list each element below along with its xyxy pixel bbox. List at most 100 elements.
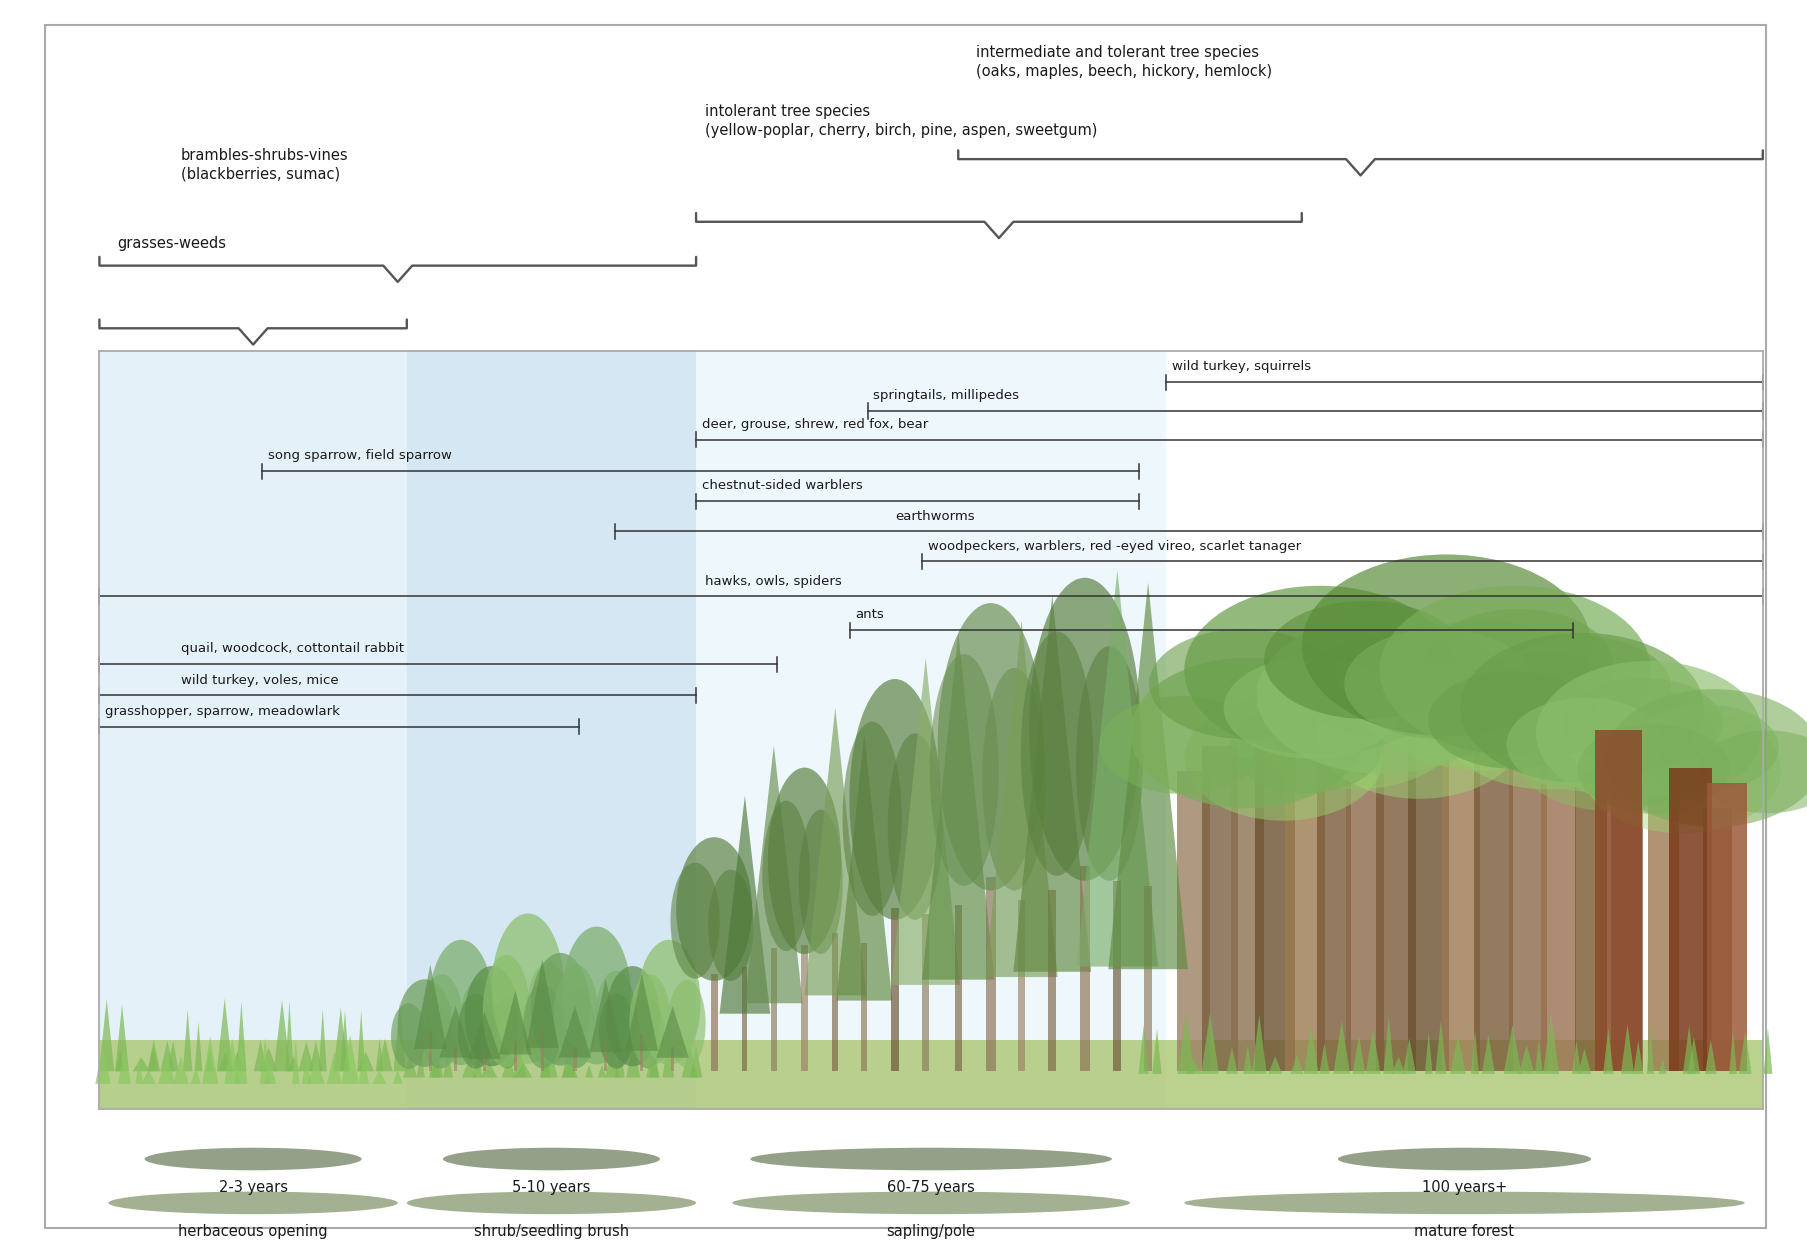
- Polygon shape: [183, 1010, 192, 1071]
- Ellipse shape: [407, 1192, 696, 1214]
- FancyBboxPatch shape: [45, 25, 1765, 1228]
- Ellipse shape: [492, 913, 564, 1064]
- Text: woodpeckers, warblers, red -eyed vireo, scarlet tanager: woodpeckers, warblers, red -eyed vireo, …: [927, 540, 1299, 553]
- Ellipse shape: [1364, 664, 1529, 758]
- Text: ants: ants: [855, 609, 884, 621]
- Ellipse shape: [708, 870, 754, 981]
- Ellipse shape: [1028, 578, 1140, 881]
- Polygon shape: [260, 1048, 278, 1071]
- Bar: [710, 974, 717, 1071]
- Polygon shape: [1503, 1025, 1521, 1074]
- Text: wild turkey, voles, mice: wild turkey, voles, mice: [181, 674, 338, 687]
- Text: hawks, owls, spiders: hawks, owls, spiders: [705, 575, 842, 588]
- Polygon shape: [264, 1063, 276, 1084]
- Ellipse shape: [1247, 652, 1464, 789]
- Ellipse shape: [768, 768, 840, 954]
- Bar: [1317, 746, 1352, 1071]
- Ellipse shape: [398, 979, 452, 1066]
- Polygon shape: [1471, 1030, 1478, 1074]
- Polygon shape: [690, 1048, 701, 1078]
- Polygon shape: [625, 974, 658, 1051]
- Bar: [1574, 771, 1606, 1071]
- Polygon shape: [327, 1051, 342, 1084]
- Ellipse shape: [1184, 586, 1455, 754]
- Polygon shape: [376, 1037, 383, 1071]
- Polygon shape: [1534, 1039, 1541, 1074]
- Text: deer, grouse, shrew, red fox, bear: deer, grouse, shrew, red fox, bear: [701, 419, 927, 431]
- Polygon shape: [1352, 1036, 1364, 1074]
- Text: intolerant tree species
(yellow-poplar, cherry, birch, pine, aspen, sweetgum): intolerant tree species (yellow-poplar, …: [705, 104, 1097, 138]
- Polygon shape: [1184, 1060, 1202, 1074]
- Polygon shape: [1686, 1036, 1699, 1074]
- Bar: [891, 908, 898, 1071]
- Bar: [407, 351, 696, 1109]
- Polygon shape: [219, 1053, 233, 1071]
- Polygon shape: [1108, 583, 1187, 969]
- Ellipse shape: [490, 999, 522, 1069]
- Text: quail, woodcock, cottontail rabbit: quail, woodcock, cottontail rabbit: [181, 643, 403, 655]
- Polygon shape: [1738, 1030, 1751, 1074]
- Polygon shape: [1603, 1029, 1612, 1074]
- Polygon shape: [416, 1049, 425, 1078]
- Bar: [1375, 720, 1415, 1071]
- Polygon shape: [1225, 1046, 1238, 1074]
- Polygon shape: [332, 1007, 349, 1071]
- Polygon shape: [403, 1054, 417, 1078]
- Ellipse shape: [1337, 1148, 1590, 1170]
- Ellipse shape: [763, 801, 810, 951]
- Bar: [1048, 891, 1055, 1071]
- Text: intermediate and tolerant tree species
(oaks, maples, beech, hickory, hemlock): intermediate and tolerant tree species (…: [976, 45, 1272, 79]
- Polygon shape: [342, 1035, 360, 1084]
- Bar: [1610, 783, 1643, 1071]
- Polygon shape: [307, 1059, 325, 1084]
- Ellipse shape: [1438, 652, 1655, 789]
- Bar: [99, 351, 407, 1109]
- Polygon shape: [1250, 1015, 1267, 1074]
- Ellipse shape: [1505, 698, 1664, 792]
- Text: chestnut-sided warblers: chestnut-sided warblers: [701, 480, 862, 492]
- Ellipse shape: [938, 603, 1043, 891]
- Polygon shape: [173, 1056, 188, 1084]
- Polygon shape: [1518, 1045, 1534, 1074]
- Polygon shape: [1402, 1037, 1415, 1074]
- Polygon shape: [372, 1070, 387, 1084]
- Polygon shape: [146, 1040, 161, 1071]
- Polygon shape: [681, 1045, 698, 1078]
- Polygon shape: [287, 1056, 298, 1071]
- Ellipse shape: [1301, 554, 1590, 737]
- Bar: [670, 1046, 674, 1071]
- Polygon shape: [318, 1009, 327, 1071]
- Polygon shape: [430, 1055, 441, 1078]
- Ellipse shape: [1428, 672, 1597, 769]
- Polygon shape: [515, 1063, 531, 1078]
- Bar: [770, 947, 777, 1071]
- Polygon shape: [1303, 1024, 1317, 1074]
- Bar: [801, 945, 808, 1071]
- Text: brambles-shrubs-vines
(blackberries, sumac): brambles-shrubs-vines (blackberries, sum…: [181, 148, 349, 182]
- Ellipse shape: [1099, 697, 1263, 794]
- Ellipse shape: [108, 1192, 398, 1214]
- Ellipse shape: [1576, 724, 1727, 814]
- Polygon shape: [922, 633, 994, 980]
- Polygon shape: [298, 1041, 314, 1071]
- Polygon shape: [656, 1006, 688, 1058]
- Bar: [1473, 720, 1512, 1071]
- Ellipse shape: [750, 1148, 1111, 1170]
- Polygon shape: [1138, 1025, 1147, 1074]
- Bar: [696, 351, 1166, 1109]
- Polygon shape: [378, 1039, 392, 1071]
- Bar: [99, 1040, 1762, 1109]
- Ellipse shape: [1184, 1192, 1744, 1214]
- Bar: [640, 1034, 643, 1071]
- Polygon shape: [719, 796, 770, 1014]
- Bar: [1702, 808, 1731, 1071]
- Polygon shape: [645, 1045, 660, 1078]
- Ellipse shape: [562, 926, 631, 1064]
- Bar: [985, 877, 996, 1071]
- Bar: [540, 1029, 544, 1071]
- Bar: [743, 966, 746, 1071]
- Bar: [428, 1031, 432, 1071]
- Text: earthworms: earthworms: [894, 510, 974, 523]
- Polygon shape: [132, 1058, 150, 1071]
- Polygon shape: [206, 1048, 213, 1071]
